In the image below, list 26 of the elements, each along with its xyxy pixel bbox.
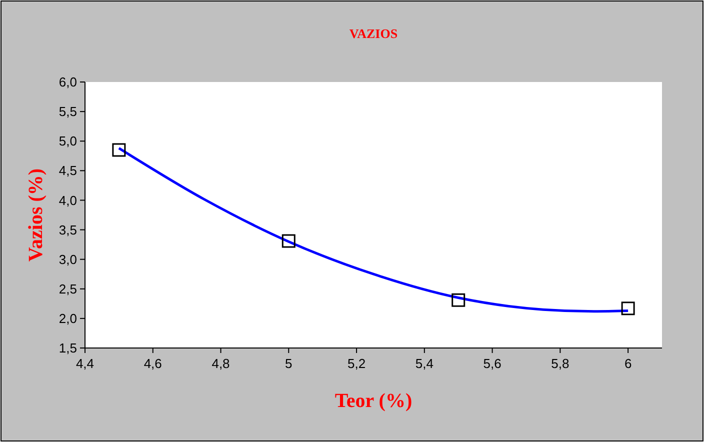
y-tick-label: 1,5 [58,340,77,356]
y-tick-label: 5,0 [58,134,77,149]
y-tick-label: 6,0 [58,74,77,90]
y-tick-label: 4,5 [58,163,77,178]
point [452,293,466,307]
x-tick-label: 5,6 [483,356,502,371]
x-axis-title: Teor (%) [334,390,412,412]
x-tick-label: 4,8 [212,356,230,371]
y-tick-label: 2,5 [58,281,77,296]
x-tick-label: 5 [285,356,292,371]
y-tick-label: 3,0 [58,252,77,267]
chart-title: VAZIOS [349,26,398,41]
y-tick-label: 3,5 [58,222,77,238]
y-tick-label: 4,0 [58,192,77,208]
x-tick-label: 5,8 [551,356,570,371]
y-axis-title: Vazios (%) [25,168,47,262]
x-tick-label: 5,2 [347,356,366,371]
x-tick-label: 4,6 [144,356,162,371]
point [282,234,296,248]
x-tick-label: 4,4 [76,356,94,371]
y-tick-label: 5,5 [58,104,77,120]
x-tick-label: 6 [624,356,632,371]
y-tick-label: 2,0 [58,310,77,326]
point [621,302,635,316]
x-tick-label: 5,4 [415,356,434,371]
point [112,143,126,157]
